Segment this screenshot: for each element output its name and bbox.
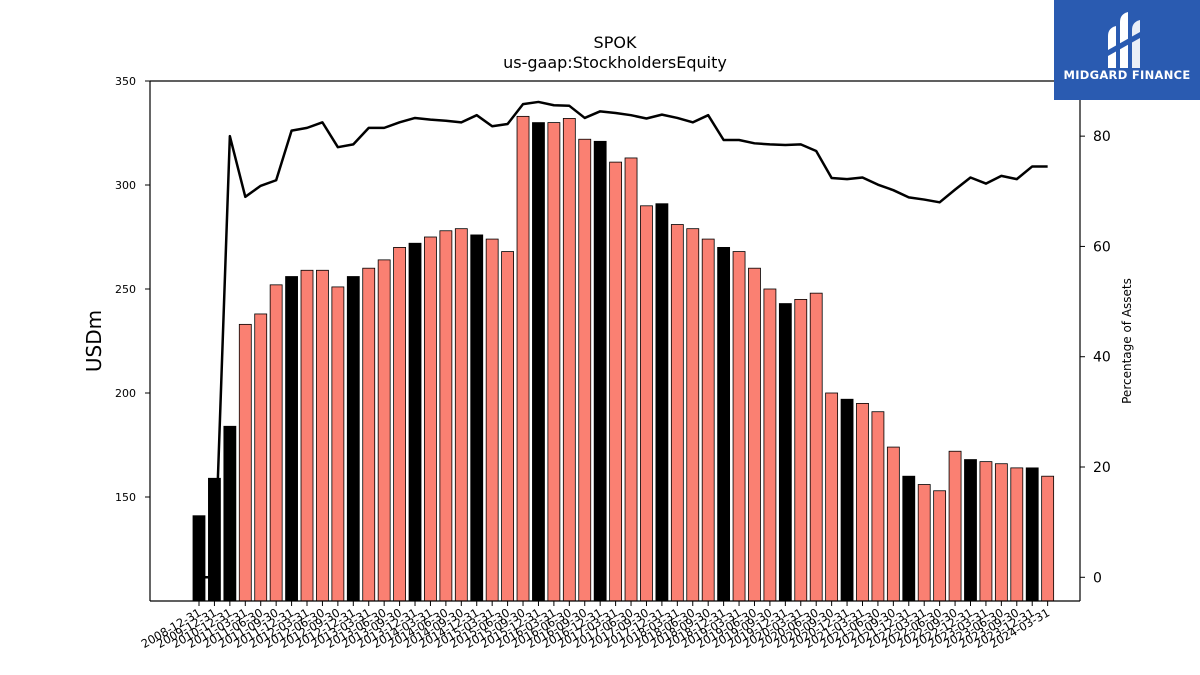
bar-2016-03-31 — [547, 122, 561, 602]
y2-tick-label: 20 — [1093, 460, 1111, 476]
y2-axis-label: Percentage of Assets — [1120, 278, 1134, 404]
bar-2019-09-30 — [763, 288, 777, 602]
chart-title: SPOK — [594, 33, 637, 52]
bar-2015-09-30 — [516, 115, 530, 602]
bar-2015-03-31 — [485, 238, 499, 602]
bar-2012-06-30 — [316, 269, 329, 602]
y-tick-label: 200 — [115, 387, 136, 400]
bar-2013-12-31 — [408, 242, 422, 602]
bar-2022-12-31 — [964, 459, 977, 602]
bar-2023-03-31 — [979, 461, 993, 602]
bar-2011-03-31 — [238, 323, 252, 602]
bar-2021-06-30 — [871, 411, 885, 602]
bar-2013-09-30 — [393, 246, 406, 602]
y2-tick-label: 60 — [1093, 239, 1111, 255]
y-axis-label: USDm — [82, 310, 106, 372]
bar-2012-12-31 — [346, 276, 360, 602]
bar-2019-12-31 — [778, 303, 792, 602]
y-tick-label: 150 — [115, 491, 136, 504]
bar-2020-06-30 — [809, 292, 823, 602]
bar-2014-06-30 — [439, 230, 453, 602]
bar-2015-12-31 — [532, 122, 545, 602]
line-series — [199, 100, 1048, 579]
bar-2012-03-31 — [300, 269, 314, 602]
bar-2023-09-30 — [1010, 467, 1024, 602]
percentage-of-assets-line — [199, 100, 1048, 579]
bar-2010-12-31 — [223, 425, 237, 602]
bar-2017-12-31 — [655, 203, 669, 602]
bar-2022-03-31 — [917, 484, 931, 602]
brand-name: MIDGARD FINANCE — [1063, 68, 1191, 82]
bar-2014-03-31 — [424, 236, 437, 602]
bar-2018-09-30 — [701, 238, 715, 602]
bar-2014-09-30 — [454, 228, 468, 602]
midgard-logo-icon — [1108, 12, 1140, 68]
bar-2011-09-30 — [269, 284, 283, 602]
bar-2016-09-30 — [578, 138, 592, 602]
bar-2015-06-30 — [501, 251, 515, 602]
bar-2013-03-31 — [362, 267, 376, 602]
bar-2020-03-31 — [794, 298, 808, 602]
y2-tick-label: 80 — [1093, 129, 1111, 145]
bar-2018-03-31 — [670, 224, 684, 602]
bar-2008-12-31 — [192, 515, 206, 602]
bar-2018-06-30 — [686, 228, 700, 602]
y-tick-label: 250 — [115, 283, 136, 296]
bar-2014-12-31 — [470, 234, 484, 602]
bar-2011-06-30 — [254, 313, 268, 602]
bar-2021-03-31 — [856, 402, 869, 602]
bar-2017-03-31 — [609, 161, 623, 602]
chart-subtitle: us-gaap:StockholdersEquity — [503, 53, 727, 72]
bar-2017-09-30 — [640, 205, 653, 602]
bar-2016-12-31 — [593, 140, 607, 602]
bar-2016-06-30 — [562, 118, 576, 602]
bar-2020-09-30 — [825, 392, 839, 602]
bar-series — [192, 115, 1055, 602]
bar-2019-03-31 — [732, 251, 746, 602]
bar-2018-12-31 — [717, 246, 731, 602]
bar-2012-09-30 — [331, 286, 345, 602]
y2-tick-label: 40 — [1093, 350, 1111, 366]
bar-2023-12-31 — [1025, 467, 1039, 602]
bar-2020-12-31 — [840, 398, 854, 602]
bar-2017-06-30 — [624, 157, 638, 602]
bar-2024-03-31 — [1041, 475, 1055, 602]
y-tick-label: 350 — [115, 75, 136, 88]
bar-2013-06-30 — [377, 259, 391, 602]
bar-2022-06-30 — [933, 490, 947, 602]
bar-2009-12-31 — [208, 477, 221, 602]
bar-2023-06-30 — [994, 463, 1008, 602]
y2-tick-label: 0 — [1093, 570, 1102, 586]
y-tick-label: 300 — [115, 179, 136, 192]
bar-2019-06-30 — [748, 267, 761, 602]
brand-logo: MIDGARD FINANCE — [1054, 0, 1200, 100]
bar-2011-12-31 — [285, 276, 298, 602]
bar-2022-09-30 — [948, 450, 962, 602]
bar-2021-12-31 — [902, 475, 916, 602]
bar-2021-09-30 — [886, 446, 900, 602]
